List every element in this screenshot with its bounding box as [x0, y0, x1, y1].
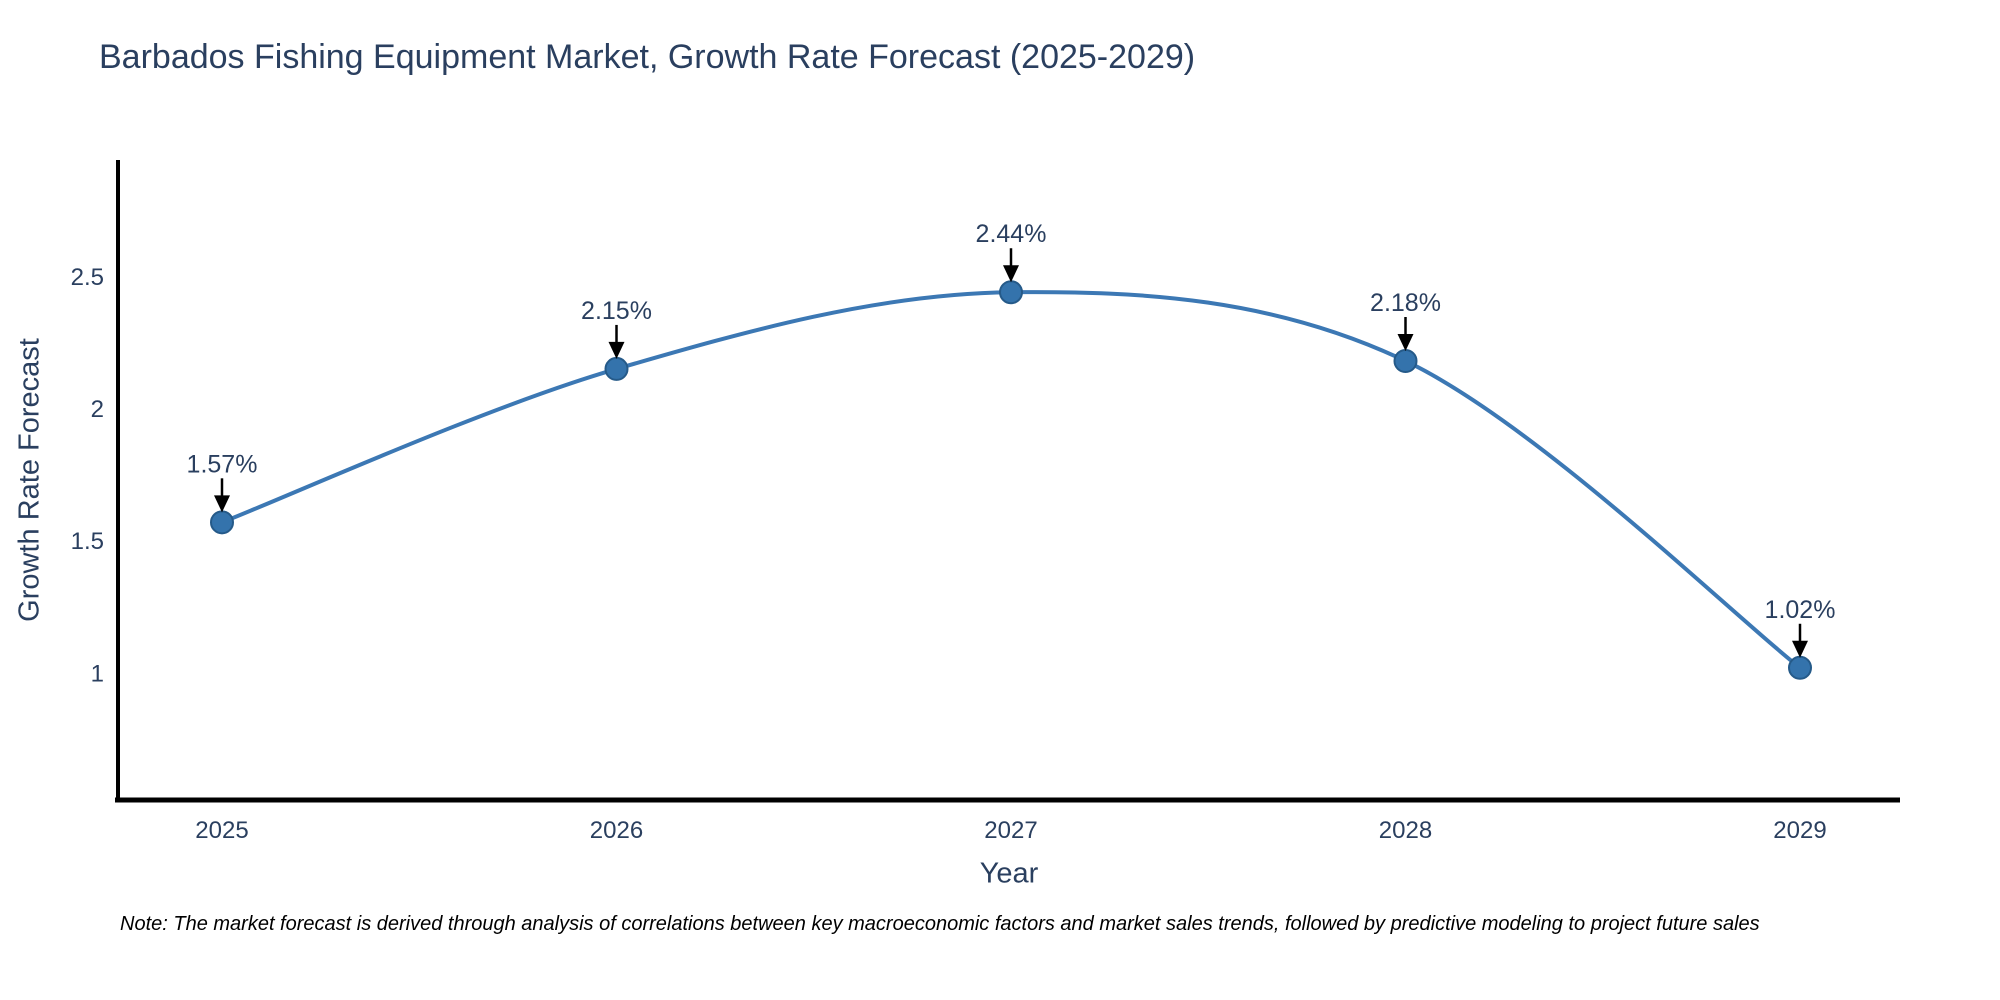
- data-point-marker: [604, 356, 629, 381]
- annotation-label: 1.02%: [1765, 596, 1836, 624]
- annotation-label: 2.15%: [581, 297, 652, 325]
- annotation-arrow-head: [1397, 333, 1414, 351]
- y-tick-label: 2.5: [71, 264, 104, 291]
- annotation-arrow-head: [1003, 265, 1019, 283]
- x-tick-label: 2027: [984, 817, 1037, 844]
- y-tick-label: 2: [91, 396, 104, 423]
- chart-title: Barbados Fishing Equipment Market, Growt…: [99, 38, 1196, 76]
- forecast-line: [220, 290, 1802, 670]
- x-tick-label: 2028: [1379, 817, 1432, 844]
- annotation-label: 1.57%: [187, 450, 258, 478]
- annotation-label: 2.18%: [1370, 289, 1441, 317]
- data-point-marker: [999, 280, 1023, 305]
- x-tick-label: 2025: [195, 817, 248, 844]
- data-point-marker: [1788, 655, 1812, 680]
- x-axis-title: Year: [979, 857, 1039, 890]
- annotation-arrow-head: [608, 341, 625, 359]
- annotation-arrow-head: [214, 495, 230, 513]
- y-tick-label: 1.5: [71, 528, 104, 555]
- x-tick-label: 2029: [1773, 817, 1826, 844]
- data-point-marker: [210, 510, 234, 535]
- x-tick-label: 2026: [590, 817, 643, 844]
- footnote: Note: The market forecast is derived thr…: [120, 913, 1760, 935]
- data-point-marker: [1393, 348, 1418, 373]
- annotation-label: 2.44%: [976, 220, 1047, 248]
- annotation-arrow-head: [1792, 640, 1808, 658]
- y-axis-title: Growth Rate Forecast: [13, 338, 46, 622]
- y-tick-label: 1: [91, 660, 104, 687]
